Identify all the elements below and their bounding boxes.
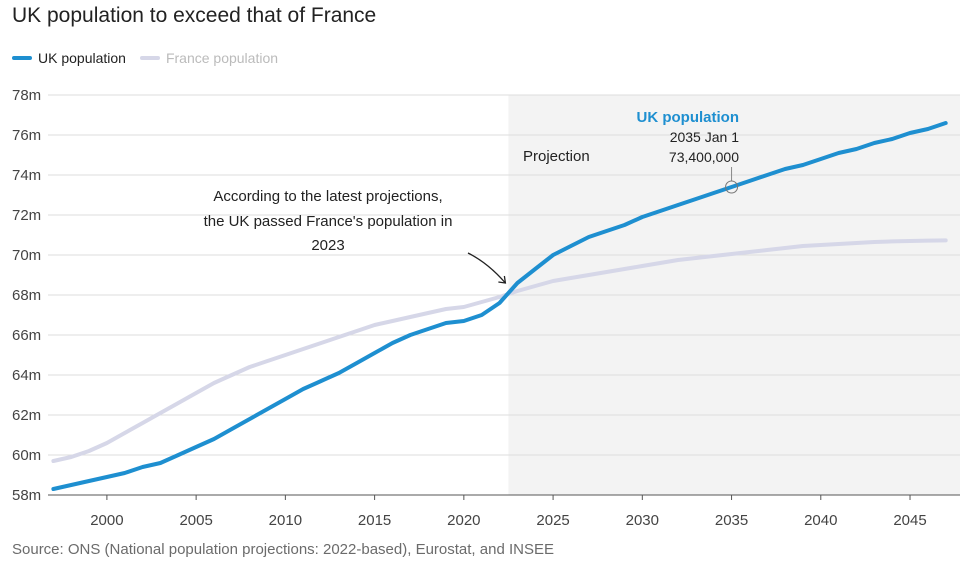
source-note: Source: ONS (National population project… [12,541,554,558]
tooltip-value: 73,400,000 [669,149,739,165]
y-tick-label: 78m [12,87,41,104]
legend-label-france: France population [165,50,279,66]
legend-swatch-uk [12,56,32,60]
chart-title: UK population to exceed that of France [12,4,377,27]
y-tick-label: 58m [12,487,41,504]
y-tick-label: 60m [12,447,41,464]
annotation-arrow [467,252,506,284]
y-tick-label: 68m [12,287,41,304]
y-tick-label: 62m [12,407,41,424]
tooltip-marker [725,180,739,194]
y-tick-label: 72m [12,207,41,224]
tooltip-date: 2035 Jan 1 [670,129,739,145]
series-line-france [51,238,948,463]
projection-label: Projection [523,148,590,165]
annotation-line: According to the latest projections, [213,188,442,205]
x-tick-label: 2045 [893,512,926,529]
x-tick-label: 2025 [536,512,569,529]
x-tick-label: 2020 [447,512,480,529]
x-tick-label: 2040 [804,512,837,529]
y-tick-label: 70m [12,247,41,264]
x-tick-label: 2015 [358,512,391,529]
x-tick-label: 2010 [269,512,302,529]
y-tick-label: 76m [12,127,41,144]
y-tick-label: 64m [12,367,41,384]
legend-swatch-france [139,56,160,60]
series-line-uk [51,121,948,491]
x-tick-label: 2000 [90,512,123,529]
x-tick-label: 2035 [715,512,748,529]
legend-item-france[interactable]: France population [139,50,279,66]
annotation-line: 2023 [311,237,344,254]
tooltip-title: UK population [637,109,739,126]
y-tick-label: 66m [12,327,41,344]
legend-label-uk: UK population [38,50,126,66]
x-tick-label: 2030 [626,512,659,529]
x-tick-label: 2005 [179,512,212,529]
annotation-line: the UK passed France's population in [204,213,453,230]
legend: UK population France population [12,48,292,68]
annotation-arrowhead [498,275,507,284]
legend-item-uk[interactable]: UK population [12,50,126,66]
y-tick-label: 74m [12,167,41,184]
